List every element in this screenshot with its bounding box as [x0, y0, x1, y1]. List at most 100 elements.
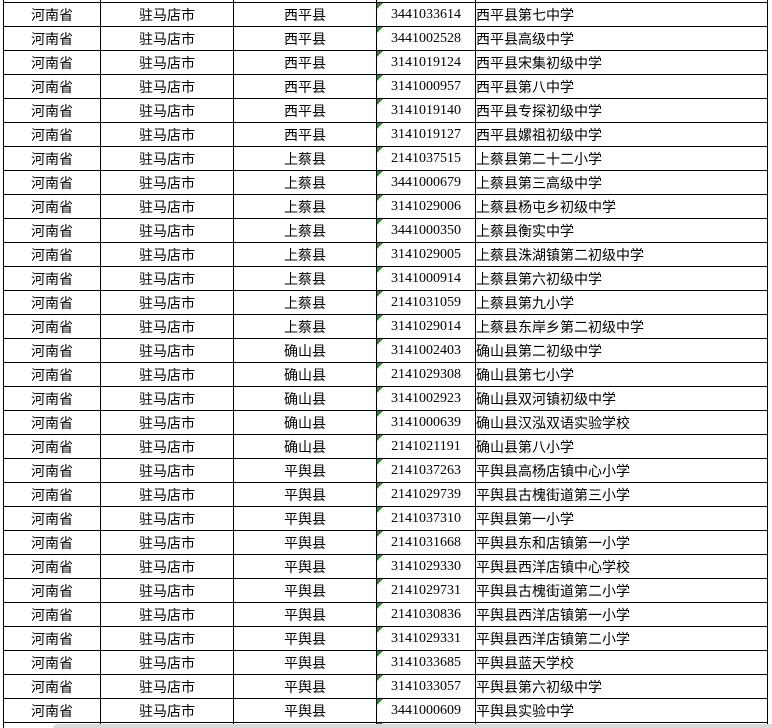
cell-code[interactable]: 2141021191	[376, 434, 476, 459]
cell-county[interactable]: 上蔡县	[233, 218, 377, 243]
cell-county[interactable]: 上蔡县	[233, 242, 377, 267]
cell-county[interactable]: 平舆县	[233, 626, 377, 651]
cell-code[interactable]: 3141029006	[376, 194, 476, 219]
cell-province[interactable]: 河南省	[3, 218, 101, 243]
cell-province[interactable]: 河南省	[3, 386, 101, 411]
cell-city[interactable]: 驻马店市	[100, 554, 234, 579]
cell-code[interactable]: 2141029731	[376, 578, 476, 603]
cell-county[interactable]: 上蔡县	[233, 170, 377, 195]
cell-city[interactable]: 驻马店市	[100, 674, 234, 699]
cell-province[interactable]: 河南省	[3, 626, 101, 651]
cell-city[interactable]: 驻马店市	[100, 338, 234, 363]
cell-code[interactable]: 3441033614	[376, 2, 476, 27]
cell-city[interactable]: 驻马店市	[100, 26, 234, 51]
cell-province[interactable]: 河南省	[3, 458, 101, 483]
cell-province[interactable]: 河南省	[3, 698, 101, 723]
cell-code[interactable]: 3141000914	[376, 266, 476, 291]
cell-code[interactable]: 2141031059	[376, 290, 476, 315]
cell-code[interactable]: 2141037263	[376, 458, 476, 483]
cell-name[interactable]: 确山县第八小学	[475, 434, 768, 459]
cell-name[interactable]: 西平县第七中学	[475, 2, 768, 27]
cell-name[interactable]: 上蔡县第九小学	[475, 290, 768, 315]
cell-province[interactable]: 河南省	[3, 50, 101, 75]
cell-county[interactable]: 平舆县	[233, 698, 377, 723]
cell-name[interactable]: 确山县双河镇初级中学	[475, 386, 768, 411]
cell-province[interactable]: 河南省	[3, 578, 101, 603]
cell-county[interactable]: 西平县	[233, 26, 377, 51]
cell-county[interactable]: 平舆县	[233, 554, 377, 579]
cell-province[interactable]: 河南省	[3, 530, 101, 555]
cell-name[interactable]: 西平县嫘祖初级中学	[475, 122, 768, 147]
cell-province[interactable]: 河南省	[3, 98, 101, 123]
cell-name[interactable]: 上蔡县洙湖镇第二初级中学	[475, 242, 768, 267]
cell-province[interactable]: 河南省	[3, 554, 101, 579]
cell-city[interactable]: 驻马店市	[100, 362, 234, 387]
cell-province[interactable]: 河南省	[3, 290, 101, 315]
cell-code[interactable]: 3141002923	[376, 386, 476, 411]
cell-city[interactable]: 驻马店市	[100, 434, 234, 459]
cell-name[interactable]: 确山县汉泓双语实验学校	[475, 410, 768, 435]
cell-province[interactable]: 河南省	[3, 506, 101, 531]
cell-name[interactable]: 平舆县西洋店镇第一小学	[475, 602, 768, 627]
cell-city[interactable]: 驻马店市	[100, 578, 234, 603]
cell-county[interactable]: 上蔡县	[233, 314, 377, 339]
cell-county[interactable]: 上蔡县	[233, 194, 377, 219]
cell-code[interactable]: 3441002528	[376, 26, 476, 51]
cell-code[interactable]: 3141019140	[376, 98, 476, 123]
cell-name[interactable]: 平舆县第一小学	[475, 506, 768, 531]
cell-province[interactable]: 河南省	[3, 242, 101, 267]
cell-province[interactable]: 河南省	[3, 314, 101, 339]
cell-code[interactable]: 2141037310	[376, 506, 476, 531]
cell-province[interactable]: 河南省	[3, 146, 101, 171]
cell-city[interactable]: 驻马店市	[100, 122, 234, 147]
cell-city[interactable]: 驻马店市	[100, 530, 234, 555]
cell-city[interactable]: 驻马店市	[100, 170, 234, 195]
cell-city[interactable]: 驻马店市	[100, 458, 234, 483]
cell-code[interactable]: 3141019127	[376, 122, 476, 147]
cell-name[interactable]: 上蔡县第二十二小学	[475, 146, 768, 171]
cell-county[interactable]: 上蔡县	[233, 146, 377, 171]
cell-county[interactable]: 确山县	[233, 386, 377, 411]
cell-code[interactable]: 2141029308	[376, 362, 476, 387]
cell-city[interactable]: 驻马店市	[100, 482, 234, 507]
cell-city[interactable]: 驻马店市	[100, 410, 234, 435]
cell-county[interactable]: 平舆县	[233, 530, 377, 555]
cell-code[interactable]: 3141033057	[376, 674, 476, 699]
cell-county[interactable]: 西平县	[233, 122, 377, 147]
cell-county[interactable]: 西平县	[233, 50, 377, 75]
cell-city[interactable]: 驻马店市	[100, 218, 234, 243]
cell-name[interactable]: 上蔡县衡实中学	[475, 218, 768, 243]
cell-county[interactable]: 平舆县	[233, 650, 377, 675]
cell-city[interactable]: 驻马店市	[100, 386, 234, 411]
cell-code[interactable]: 3441000609	[376, 698, 476, 723]
cell-county[interactable]: 平舆县	[233, 482, 377, 507]
cell-city[interactable]: 驻马店市	[100, 266, 234, 291]
cell-name[interactable]: 平舆县第六初级中学	[475, 674, 768, 699]
cell-code[interactable]: 3141029005	[376, 242, 476, 267]
cell-county[interactable]: 确山县	[233, 362, 377, 387]
cell-county[interactable]: 西平县	[233, 74, 377, 99]
cell-code[interactable]: 3141029330	[376, 554, 476, 579]
cell-name[interactable]: 平舆县高杨店镇中心小学	[475, 458, 768, 483]
cell-code[interactable]: 3141029014	[376, 314, 476, 339]
cell-name[interactable]: 西平县高级中学	[475, 26, 768, 51]
cell-name[interactable]: 平舆县西洋店镇中心学校	[475, 554, 768, 579]
cell-code[interactable]: 2141029739	[376, 482, 476, 507]
cell-province[interactable]: 河南省	[3, 170, 101, 195]
cell-name[interactable]: 平舆县古槐街道第二小学	[475, 578, 768, 603]
cell-code[interactable]: 3141019124	[376, 50, 476, 75]
cell-province[interactable]: 河南省	[3, 362, 101, 387]
cell-county[interactable]: 西平县	[233, 98, 377, 123]
cell-name[interactable]: 平舆县实验中学	[475, 698, 768, 723]
cell-name[interactable]: 上蔡县第六初级中学	[475, 266, 768, 291]
cell-code[interactable]: 3141029331	[376, 626, 476, 651]
cell-city[interactable]: 驻马店市	[100, 650, 234, 675]
cell-county[interactable]: 平舆县	[233, 458, 377, 483]
cell-city[interactable]: 驻马店市	[100, 506, 234, 531]
cell-county[interactable]: 确山县	[233, 410, 377, 435]
cell-county[interactable]: 平舆县	[233, 602, 377, 627]
cell-county[interactable]: 确山县	[233, 434, 377, 459]
cell-province[interactable]: 河南省	[3, 482, 101, 507]
horizontal-scrollbar-thumb[interactable]	[53, 724, 772, 728]
cell-province[interactable]: 河南省	[3, 650, 101, 675]
